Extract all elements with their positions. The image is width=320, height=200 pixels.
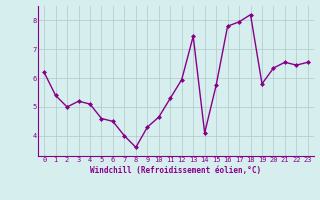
X-axis label: Windchill (Refroidissement éolien,°C): Windchill (Refroidissement éolien,°C) bbox=[91, 166, 261, 175]
